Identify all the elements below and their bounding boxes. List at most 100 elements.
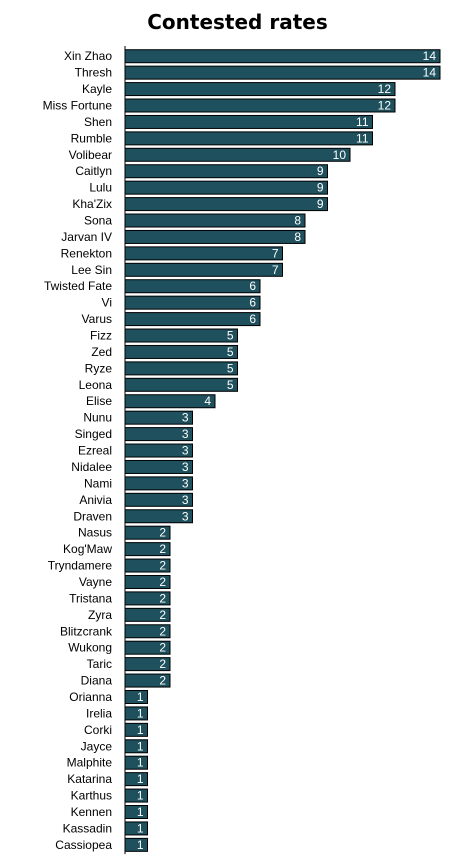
chart-title: Contested rates [147,10,328,34]
data-label: 6 [249,296,256,310]
data-label: 2 [159,575,166,589]
category-tick-label: Katarina [67,772,112,786]
bar [124,229,306,244]
bar [124,82,396,97]
data-label: 12 [378,82,392,96]
bar [124,65,441,80]
data-label: 6 [249,312,256,326]
data-label: 2 [159,559,166,573]
category-tick-label: Nidalee [71,460,112,474]
bar [124,640,171,655]
category-tick-label: Tryndamere [48,559,113,573]
bar [124,509,193,524]
bar [124,427,193,442]
category-tick-label: Draven [73,509,112,523]
data-label: 5 [227,361,234,375]
data-label: 4 [204,394,211,408]
category-tick-label: Jarvan IV [61,230,112,244]
bar [124,657,171,672]
data-label: 8 [294,214,301,228]
data-label: 1 [137,821,144,835]
bar [124,755,148,770]
bar [124,164,328,179]
bar [124,476,193,491]
category-tick-label: Sona [84,214,112,228]
category-tick-label: Karthus [71,789,112,803]
category-tick-label: Miss Fortune [43,99,113,113]
bar [124,492,193,507]
data-label: 11 [356,115,369,129]
data-label: 1 [137,805,144,819]
data-label: 12 [378,99,392,113]
category-tick-label: Lee Sin [71,263,112,277]
data-label: 5 [227,378,234,392]
bar [124,246,283,261]
data-label: 1 [137,838,144,852]
data-label: 8 [294,230,301,244]
bar [124,706,148,721]
bar [124,574,171,589]
bar [124,805,148,819]
category-tick-label: Diana [81,674,113,688]
category-tick-label: Blitzcrank [60,624,113,638]
data-label: 1 [137,723,144,737]
data-label: 2 [159,657,166,671]
data-label: 9 [317,164,324,178]
bar [124,147,351,162]
category-tick-label: Zed [91,345,112,359]
bar [124,344,238,359]
bar [124,525,171,540]
bar [124,772,148,787]
bar [124,607,171,622]
bar [124,788,148,803]
bar [124,821,148,836]
bar [124,213,306,228]
category-tick-label: Caitlyn [75,164,112,178]
data-label: 6 [249,279,256,293]
data-label: 11 [356,131,369,145]
category-tick-label: Nasus [78,526,112,540]
data-label: 2 [159,674,166,688]
data-label: 10 [333,148,347,162]
bar [124,180,328,195]
data-label: 2 [159,591,166,605]
data-label: 3 [182,460,189,474]
bar [124,328,238,343]
bar [124,558,171,573]
data-label: 1 [137,690,144,704]
data-label: 5 [227,345,234,359]
bar [124,443,193,458]
category-tick-label: Lulu [89,181,112,195]
category-tick-label: Rumble [71,131,113,145]
category-tick-label: Nunu [83,411,112,425]
bar [124,312,261,327]
data-label: 9 [317,181,324,195]
data-label: 14 [423,49,437,63]
category-tick-label: Xin Zhao [64,49,112,63]
data-label: 2 [159,526,166,540]
bar [124,197,328,212]
data-label: 14 [423,66,437,80]
data-label: 3 [182,427,189,441]
category-tick-label: Leona [79,378,113,392]
category-tick-label: Corki [84,723,112,737]
bar [124,262,283,277]
data-label: 1 [137,739,144,753]
bar [124,591,171,606]
category-tick-label: Malphite [67,756,113,770]
category-tick-label: Twisted Fate [44,279,112,293]
data-label: 3 [182,509,189,523]
category-tick-label: Shen [84,115,112,129]
data-label: 3 [182,493,189,507]
bar [124,624,171,639]
category-tick-label: Jayce [81,739,113,753]
bar [124,410,193,425]
category-tick-label: Kassadin [63,821,112,835]
data-label: 2 [159,608,166,622]
bar [124,361,238,376]
category-tick-label: Kog'Maw [63,542,112,556]
category-tick-label: Tristana [69,591,112,605]
category-tick-label: Varus [82,312,112,326]
category-tick-label: Vi [102,296,112,310]
